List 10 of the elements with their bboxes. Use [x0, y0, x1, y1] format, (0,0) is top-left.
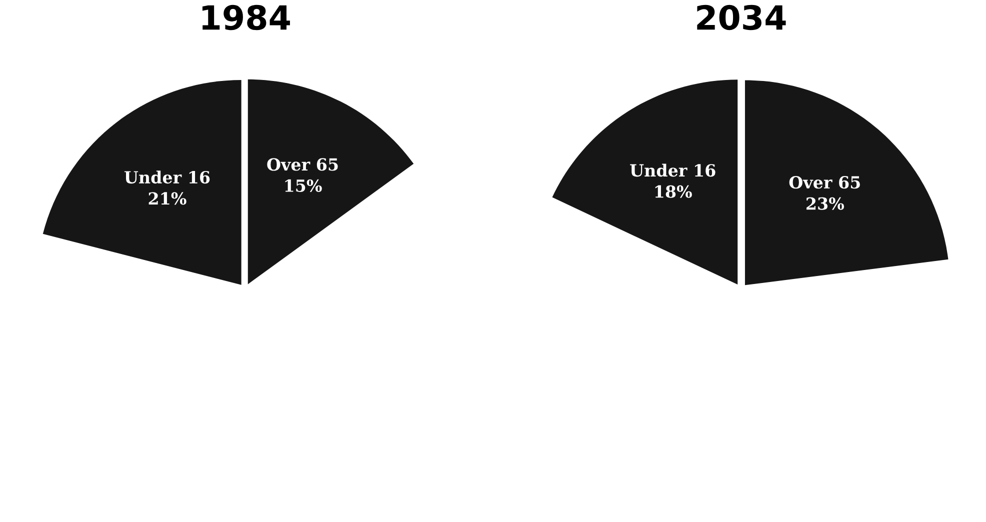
slice-label: Over 65	[267, 158, 338, 171]
chart-title: 1984	[202, 4, 290, 30]
data-label: 21%	[148, 192, 186, 205]
slice-label: Over 65	[789, 176, 860, 189]
slice-label: Under 16	[124, 170, 210, 184]
data-label: 18%	[655, 185, 692, 198]
slice-label: Under 16	[630, 164, 716, 177]
data-label: 23%	[806, 197, 844, 210]
data-label: 15%	[285, 179, 322, 192]
chart-title: 2034	[697, 4, 786, 30]
